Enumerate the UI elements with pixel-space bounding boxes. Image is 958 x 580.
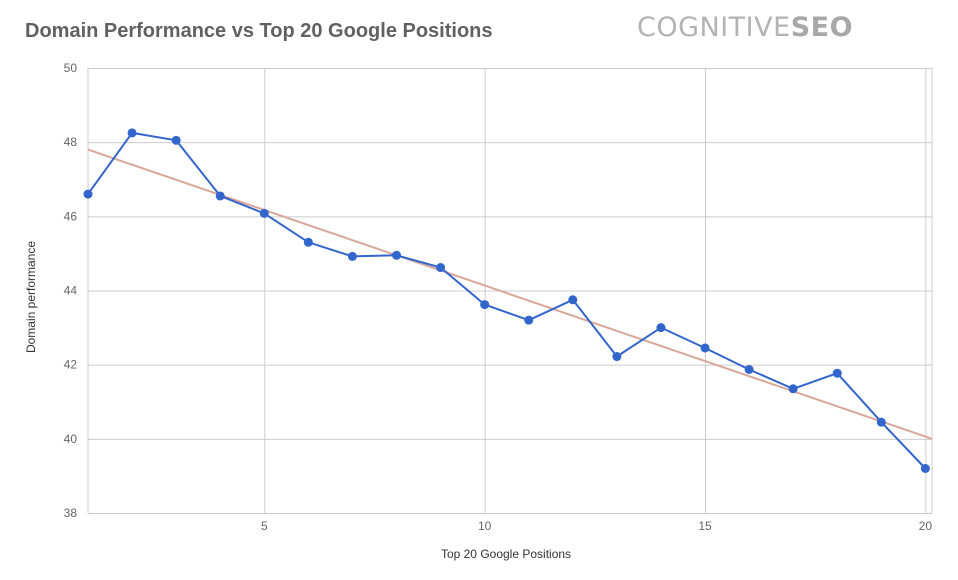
data-point: [744, 364, 754, 374]
data-point: [392, 250, 402, 260]
data-point: [83, 189, 93, 199]
y-tick-label: 40: [64, 432, 78, 446]
data-point: [303, 237, 313, 247]
trendline-group: [87, 148, 933, 440]
data-point: [788, 384, 798, 394]
data-point: [832, 368, 842, 378]
y-tick-label: 44: [64, 284, 78, 298]
y-tick-label: 46: [64, 209, 78, 223]
data-point: [436, 263, 446, 273]
logo-text-regular: COGNITIVE: [637, 12, 791, 43]
y-tick-label: 50: [64, 61, 78, 75]
x-axis-label: Top 20 Google Positions: [441, 547, 571, 561]
trendline: [87, 148, 933, 440]
y-axis-label: Domain performance: [24, 241, 38, 353]
y-tick-label: 42: [64, 358, 78, 372]
x-tick-label: 10: [478, 519, 492, 533]
series-line: [87, 131, 927, 470]
data-point: [524, 315, 534, 325]
data-point: [127, 128, 137, 138]
x-tick-labels: 5 10 15 20: [261, 519, 932, 533]
data-point: [612, 352, 622, 362]
data-point: [920, 464, 930, 473]
data-point: [876, 417, 886, 427]
data-point: [568, 295, 578, 305]
series-group: [83, 128, 930, 473]
y-tick-label: 48: [64, 135, 78, 149]
data-point: [171, 135, 181, 145]
y-tick-label: 38: [64, 506, 78, 520]
data-point: [259, 208, 269, 218]
x-tick-label: 5: [261, 519, 268, 533]
y-gridlines: [88, 68, 932, 514]
data-point: [347, 251, 357, 261]
data-point: [215, 191, 225, 201]
logo-text-bold: SEO: [790, 12, 854, 43]
x-tick-label: 20: [919, 519, 933, 533]
data-point: [700, 343, 710, 353]
brand-logo: COGNITIVESEO: [637, 12, 853, 43]
chart-title: Domain Performance vs Top 20 Google Posi…: [25, 20, 493, 42]
y-tick-labels: 38 40 42 44 46 48 50: [64, 61, 78, 520]
x-tick-label: 15: [698, 519, 712, 533]
data-point: [480, 300, 490, 310]
data-point: [656, 323, 666, 333]
